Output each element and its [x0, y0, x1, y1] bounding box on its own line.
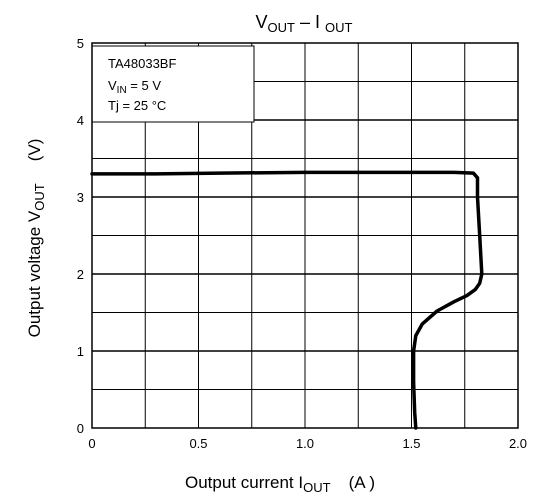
- annotation-tj: Tj = 25 °C: [108, 98, 166, 113]
- y-tick-label: 0: [77, 421, 84, 436]
- y-axis-label: Output voltage VOUT(V): [25, 139, 47, 338]
- annotation-vin: VIN = 5 V: [108, 78, 161, 96]
- x-tick-label: 1.0: [296, 436, 314, 451]
- y-tick-label: 3: [77, 190, 84, 205]
- series-line: [90, 170, 484, 430]
- x-tick-label: 1.5: [402, 436, 420, 451]
- plot-border: [91, 42, 519, 429]
- annotation-device: TA48033BF: [108, 56, 176, 71]
- x-tick-label: 0: [88, 436, 95, 451]
- plot-grid: [92, 43, 518, 428]
- y-tick-label: 1: [77, 344, 84, 359]
- annotation-box: TA48033BF VIN = 5 V Tj = 25 °C: [91, 45, 255, 123]
- x-axis-ticks: 0 0.5 1.0 1.5 2.0: [88, 436, 527, 451]
- x-axis-label: Output current IOUT (A ): [185, 473, 375, 495]
- x-tick-label: 0.5: [189, 436, 207, 451]
- y-tick-label: 5: [77, 36, 84, 51]
- y-axis-ticks: 0 1 2 3 4 5: [77, 36, 84, 436]
- chart-title: VOUT – I OUT: [256, 12, 353, 35]
- x-tick-label: 2.0: [509, 436, 527, 451]
- y-tick-label: 2: [77, 267, 84, 282]
- y-tick-label: 4: [77, 113, 84, 128]
